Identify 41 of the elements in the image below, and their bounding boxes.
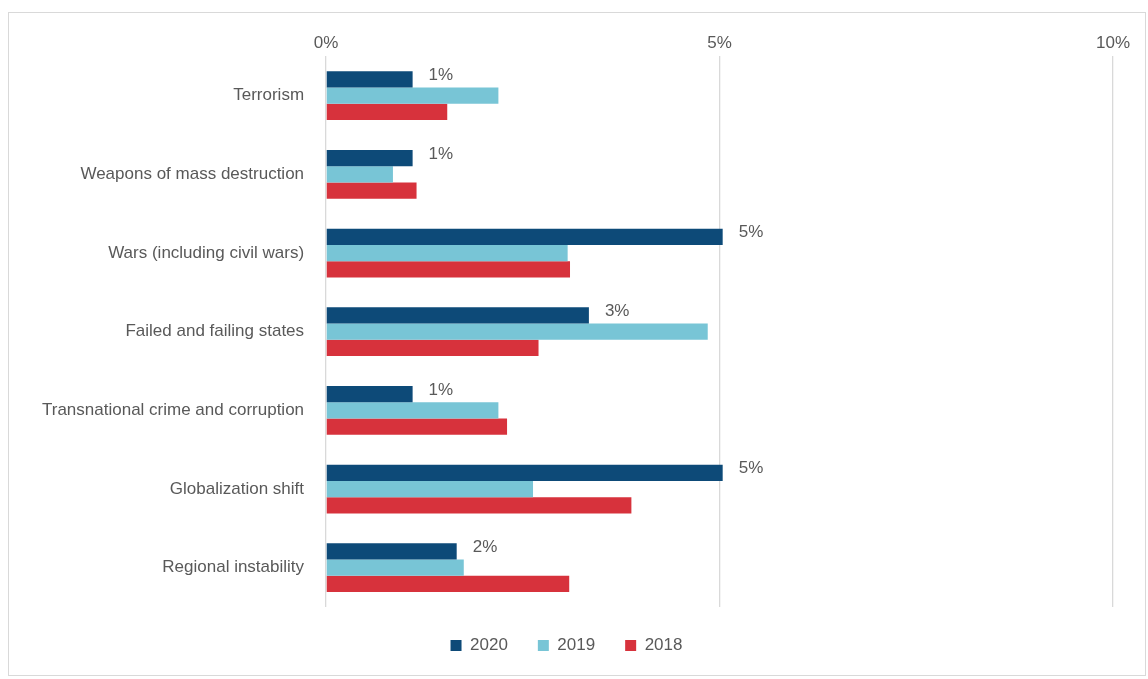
legend-label: 2019 (557, 635, 596, 655)
bar (326, 543, 457, 560)
data-label: 5% (738, 458, 764, 478)
legend-label: 2018 (644, 635, 683, 655)
data-label: 5% (738, 222, 764, 242)
bar (326, 261, 571, 278)
data-label: 3% (604, 301, 630, 321)
x-tick-label: 10% (1095, 32, 1131, 52)
y-tick-label: Terrorism (233, 85, 305, 105)
x-tick-label: 0% (313, 32, 339, 52)
x-tick-label: 5% (707, 32, 732, 52)
bar (326, 480, 534, 498)
y-tick-label: Regional instability (162, 557, 305, 577)
data-label: 1% (428, 143, 454, 163)
data-label: 1% (428, 379, 454, 399)
bar (326, 87, 499, 104)
y-tick-label: Globalization shift (169, 478, 305, 498)
data-label: 2% (472, 537, 498, 557)
bar (326, 103, 448, 121)
y-tick-label: Wars (including civil wars) (108, 242, 305, 262)
bar (326, 339, 539, 357)
bar (326, 418, 508, 435)
bar (326, 402, 499, 419)
data-label: 1% (428, 65, 454, 85)
y-tick-label: Weapons of mass destruction (80, 164, 305, 184)
y-tick-label: Transnational crime and corruption (41, 400, 305, 420)
bar (326, 497, 632, 514)
bar (326, 182, 417, 199)
bar (326, 323, 708, 340)
bar (326, 464, 723, 481)
bar (326, 307, 589, 324)
bar (326, 244, 568, 262)
legend-label: 2020 (470, 635, 508, 655)
bar (326, 385, 413, 403)
bar (326, 228, 723, 245)
bar (326, 575, 570, 593)
bar (326, 559, 464, 576)
bar (326, 150, 413, 167)
bar (326, 166, 393, 183)
y-tick-label: Failed and failing states (125, 321, 305, 341)
bar (326, 71, 413, 88)
